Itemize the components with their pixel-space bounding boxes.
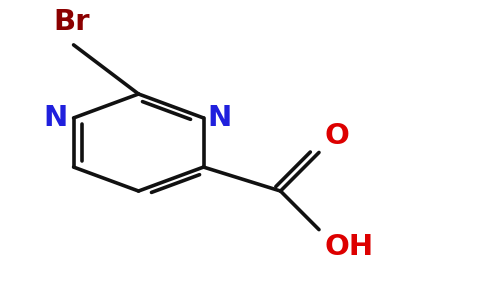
Text: N: N [44, 104, 68, 132]
Text: OH: OH [325, 232, 374, 260]
Text: O: O [325, 122, 349, 149]
Text: N: N [207, 104, 232, 132]
Text: Br: Br [53, 8, 90, 35]
